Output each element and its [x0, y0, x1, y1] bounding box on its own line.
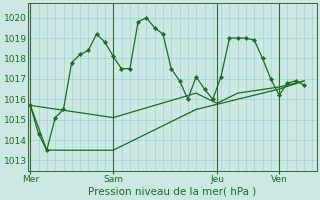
X-axis label: Pression niveau de la mer( hPa ): Pression niveau de la mer( hPa ) — [88, 187, 256, 197]
